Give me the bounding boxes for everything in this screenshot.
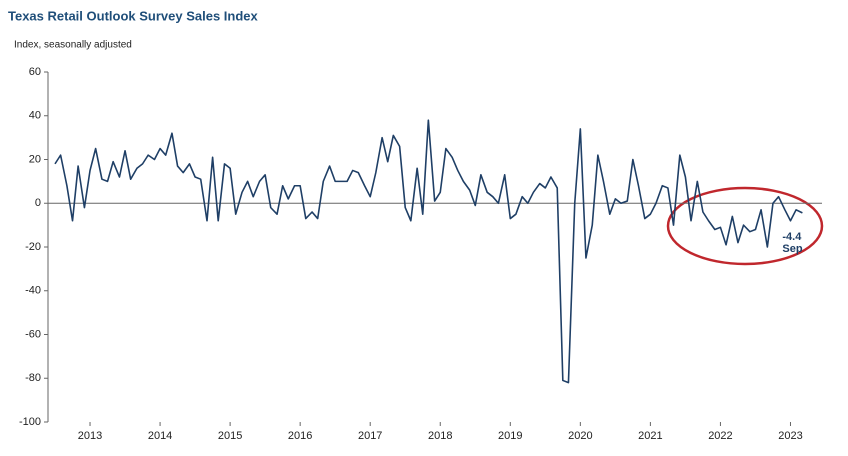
y-tick-label: -100 <box>19 416 41 428</box>
y-tick-label: 40 <box>29 110 41 122</box>
y-tick-label: -60 <box>25 328 41 340</box>
x-tick-label: 2013 <box>78 430 102 442</box>
x-tick-label: 2014 <box>148 430 172 442</box>
x-tick-label: 2021 <box>638 430 662 442</box>
x-tick-label: 2015 <box>218 430 242 442</box>
series-line <box>54 119 803 384</box>
y-tick-label: -20 <box>25 241 41 253</box>
x-tick-label: 2019 <box>498 430 522 442</box>
y-tick-label: 60 <box>29 66 41 78</box>
y-axis-label: Index, seasonally adjusted <box>14 40 132 51</box>
x-tick-label: 2023 <box>778 430 802 442</box>
chart-title: Texas Retail Outlook Survey Sales Index <box>8 8 259 23</box>
x-tick-label: 2022 <box>708 430 732 442</box>
y-tick-label: -40 <box>25 285 41 297</box>
x-tick-label: 2016 <box>288 430 312 442</box>
highlight-ellipse <box>666 186 824 266</box>
y-tick-label: -80 <box>25 372 41 384</box>
last-value-label: -4.4 <box>782 231 802 243</box>
y-tick-label: 20 <box>29 153 41 165</box>
x-tick-label: 2018 <box>428 430 452 442</box>
x-tick-label: 2017 <box>358 430 382 442</box>
x-tick-label: 2020 <box>568 430 592 442</box>
annotation: Sep <box>782 243 802 255</box>
y-tick-label: 0 <box>35 197 41 209</box>
